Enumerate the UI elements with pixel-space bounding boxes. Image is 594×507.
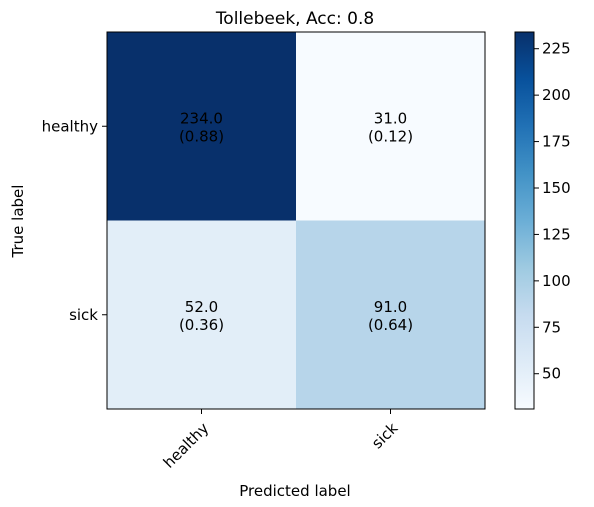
colorbar-tick-label: 175	[542, 133, 571, 151]
colorbar-tick-label: 50	[542, 365, 561, 383]
y-axis-label: True label	[9, 185, 27, 259]
heatmap-cell	[107, 32, 296, 221]
heatmap-cell	[107, 220, 296, 409]
cell-ratio-label: (0.64)	[368, 316, 413, 334]
y-tick-label: healthy	[42, 117, 98, 135]
heatmap-cell	[296, 220, 485, 409]
y-tick-label: sick	[69, 306, 98, 324]
heatmap-cells: 234.0(0.88) 31.0(0.12) 52.0(0.36) 91.0(0.64…	[107, 32, 485, 409]
chart-title: Tollebeek, Acc: 0.8	[215, 9, 374, 29]
colorbar-tick-label: 75	[542, 318, 561, 336]
x-tick-label: healthy	[160, 419, 213, 472]
cell-ratio-label: (0.12)	[368, 127, 413, 145]
cell-ratio-label: (0.36)	[179, 316, 224, 334]
colorbar-tick-label: 225	[542, 40, 571, 58]
y-axis: healthy sick	[42, 117, 107, 324]
colorbar-tick-label: 100	[542, 272, 571, 290]
colorbar-tick-label: 200	[542, 86, 571, 104]
colorbar-ticks: 50 75 100 125 150 175 200 225	[534, 40, 571, 383]
cell-count-label: 31.0	[374, 109, 407, 127]
x-axis-label: Predicted label	[239, 482, 350, 500]
plot-frame	[106, 31, 486, 410]
heatmap-cell	[296, 32, 485, 221]
colorbar	[514, 31, 535, 410]
cell-count-label: 52.0	[185, 298, 218, 316]
colorbar-tick-label: 150	[542, 179, 571, 197]
x-tick-label: sick	[368, 419, 401, 452]
cell-count-label: 91.0	[374, 298, 407, 316]
cell-ratio-label: (0.88)	[179, 127, 224, 145]
cell-count-label: 234.0	[180, 109, 223, 127]
colorbar-tick-label: 125	[542, 225, 571, 243]
x-axis: healthy sick	[160, 409, 402, 472]
